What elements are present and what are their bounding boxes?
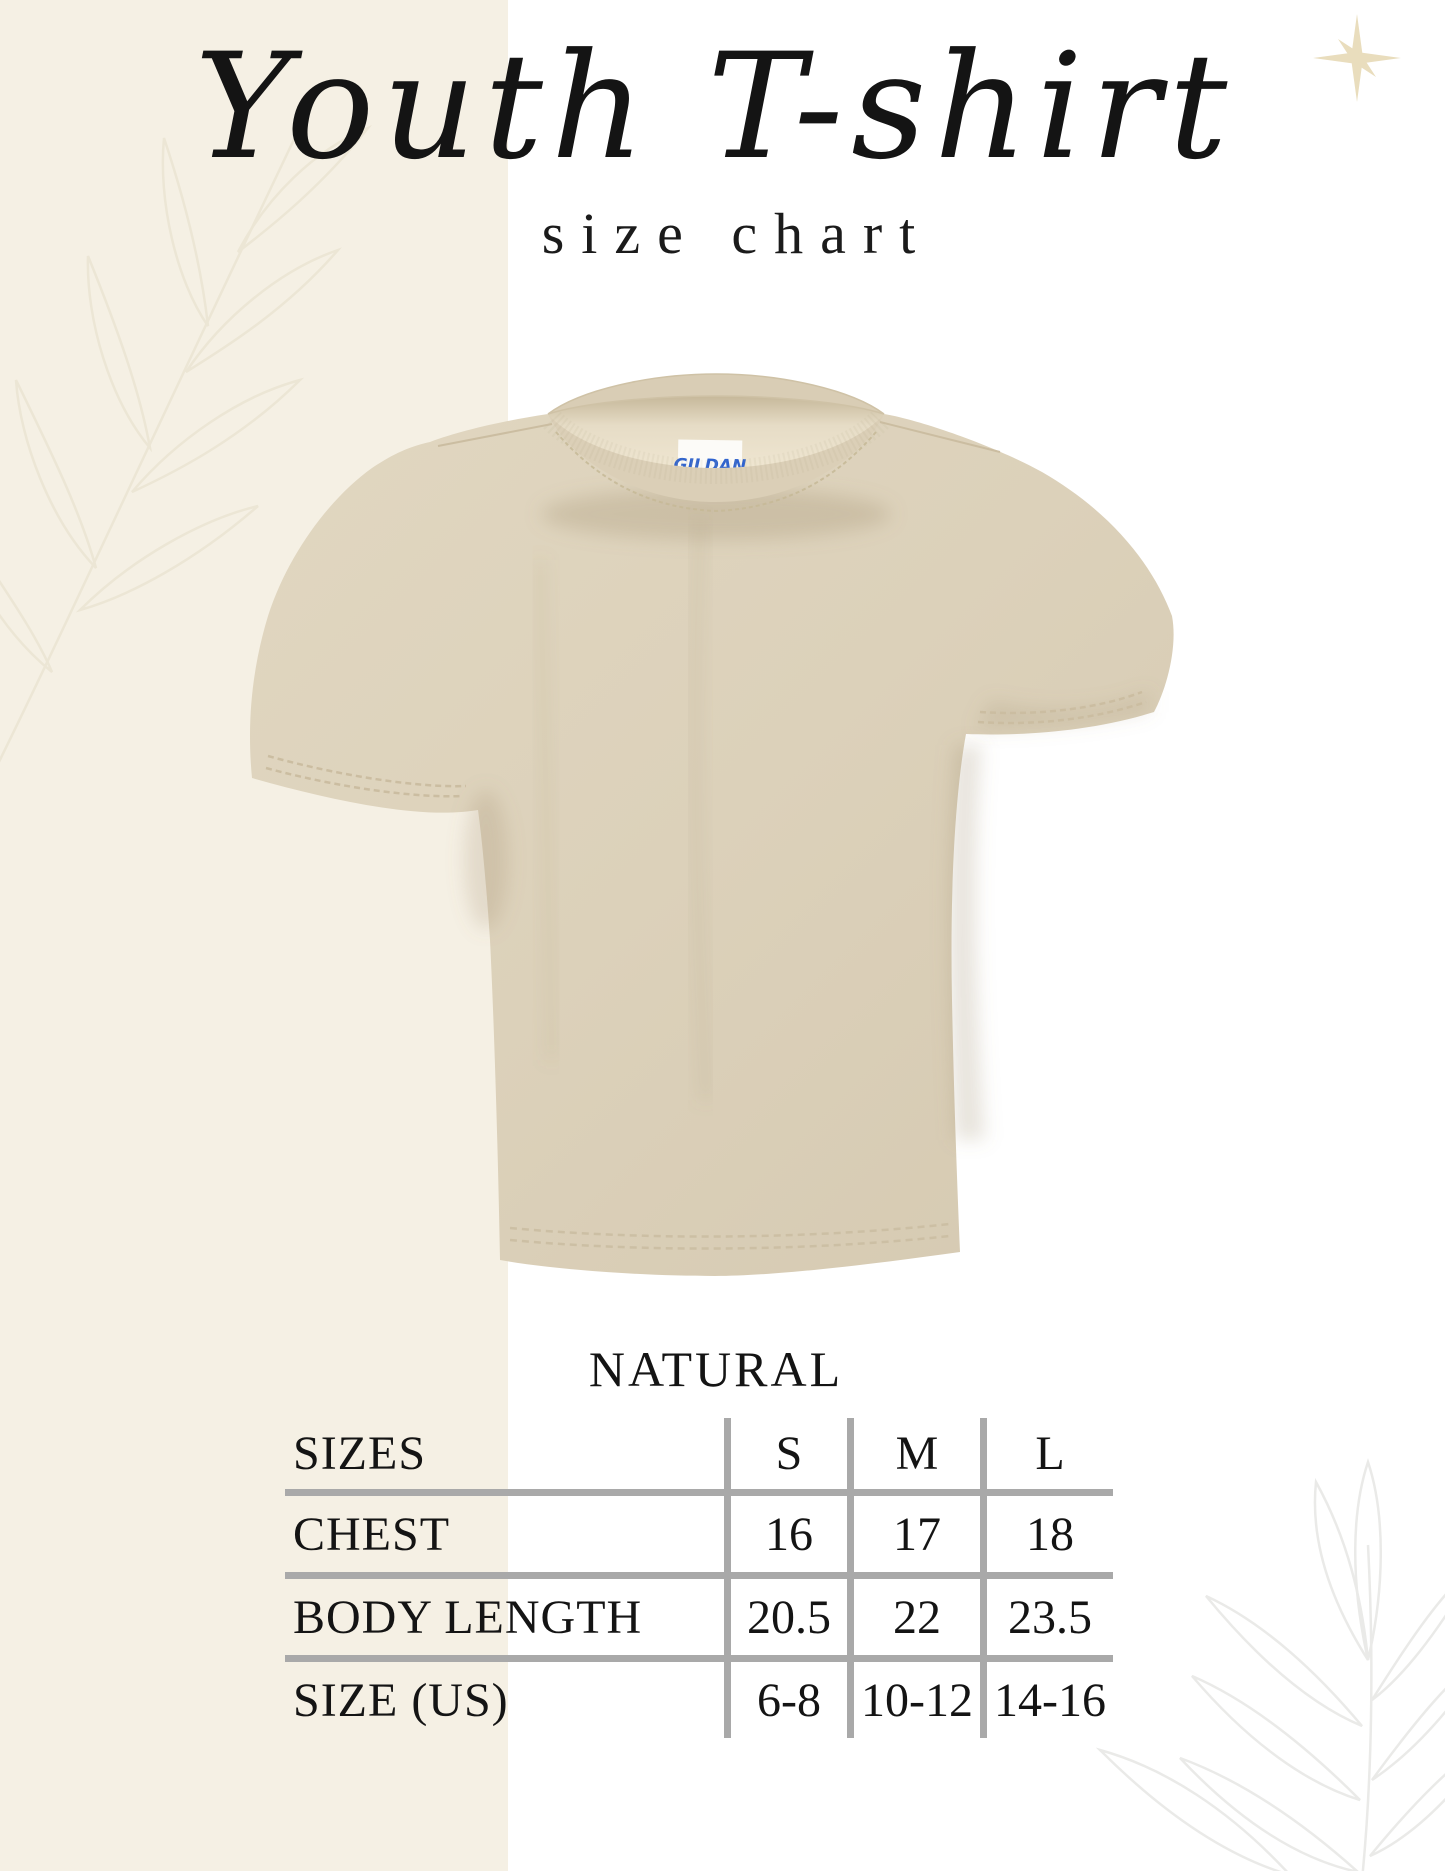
size-value-cell: 20.5 (724, 1579, 847, 1655)
table-row-chest: CHEST 16 17 18 (285, 1489, 1113, 1572)
row-label: BODY LENGTH (293, 1590, 643, 1644)
page-subtitle: size chart (541, 201, 933, 266)
row-label: SIZE (US) (293, 1673, 509, 1727)
size-value-cell: 10-12 (847, 1662, 980, 1738)
page-title: Youth T-shirt (194, 22, 1236, 192)
table-col-header-s: S (724, 1418, 847, 1489)
table-header-row: SIZES S M L (285, 1418, 1113, 1489)
row-label: CHEST (293, 1507, 451, 1561)
stitch-seams (265, 421, 1147, 1250)
color-name-label: NATURAL (588, 1341, 844, 1397)
size-value-cell: 6-8 (724, 1662, 847, 1738)
size-value-cell: 23.5 (980, 1579, 1113, 1655)
size-value-cell: 14-16 (980, 1662, 1113, 1738)
size-value-cell: 17 (847, 1496, 980, 1572)
size-value-cell: 22 (847, 1579, 980, 1655)
table-col-header-l: L (980, 1418, 1113, 1489)
table-col-header-m: M (847, 1418, 980, 1489)
table-row-size-us: SIZE (US) 6-8 10-12 14-16 (285, 1655, 1113, 1738)
table-row-body-length: BODY LENGTH 20.5 22 23.5 (285, 1572, 1113, 1655)
size-chart-table: SIZES S M L CHEST 16 17 18 BODY LENGTH 2… (285, 1418, 1113, 1738)
collar-opening (548, 396, 884, 470)
size-value-cell: 18 (980, 1496, 1113, 1572)
table-corner-header: SIZES (293, 1427, 427, 1480)
tshirt-body (249, 374, 1174, 1276)
collar-front-band (548, 414, 884, 502)
size-value-cell: 16 (724, 1496, 847, 1572)
